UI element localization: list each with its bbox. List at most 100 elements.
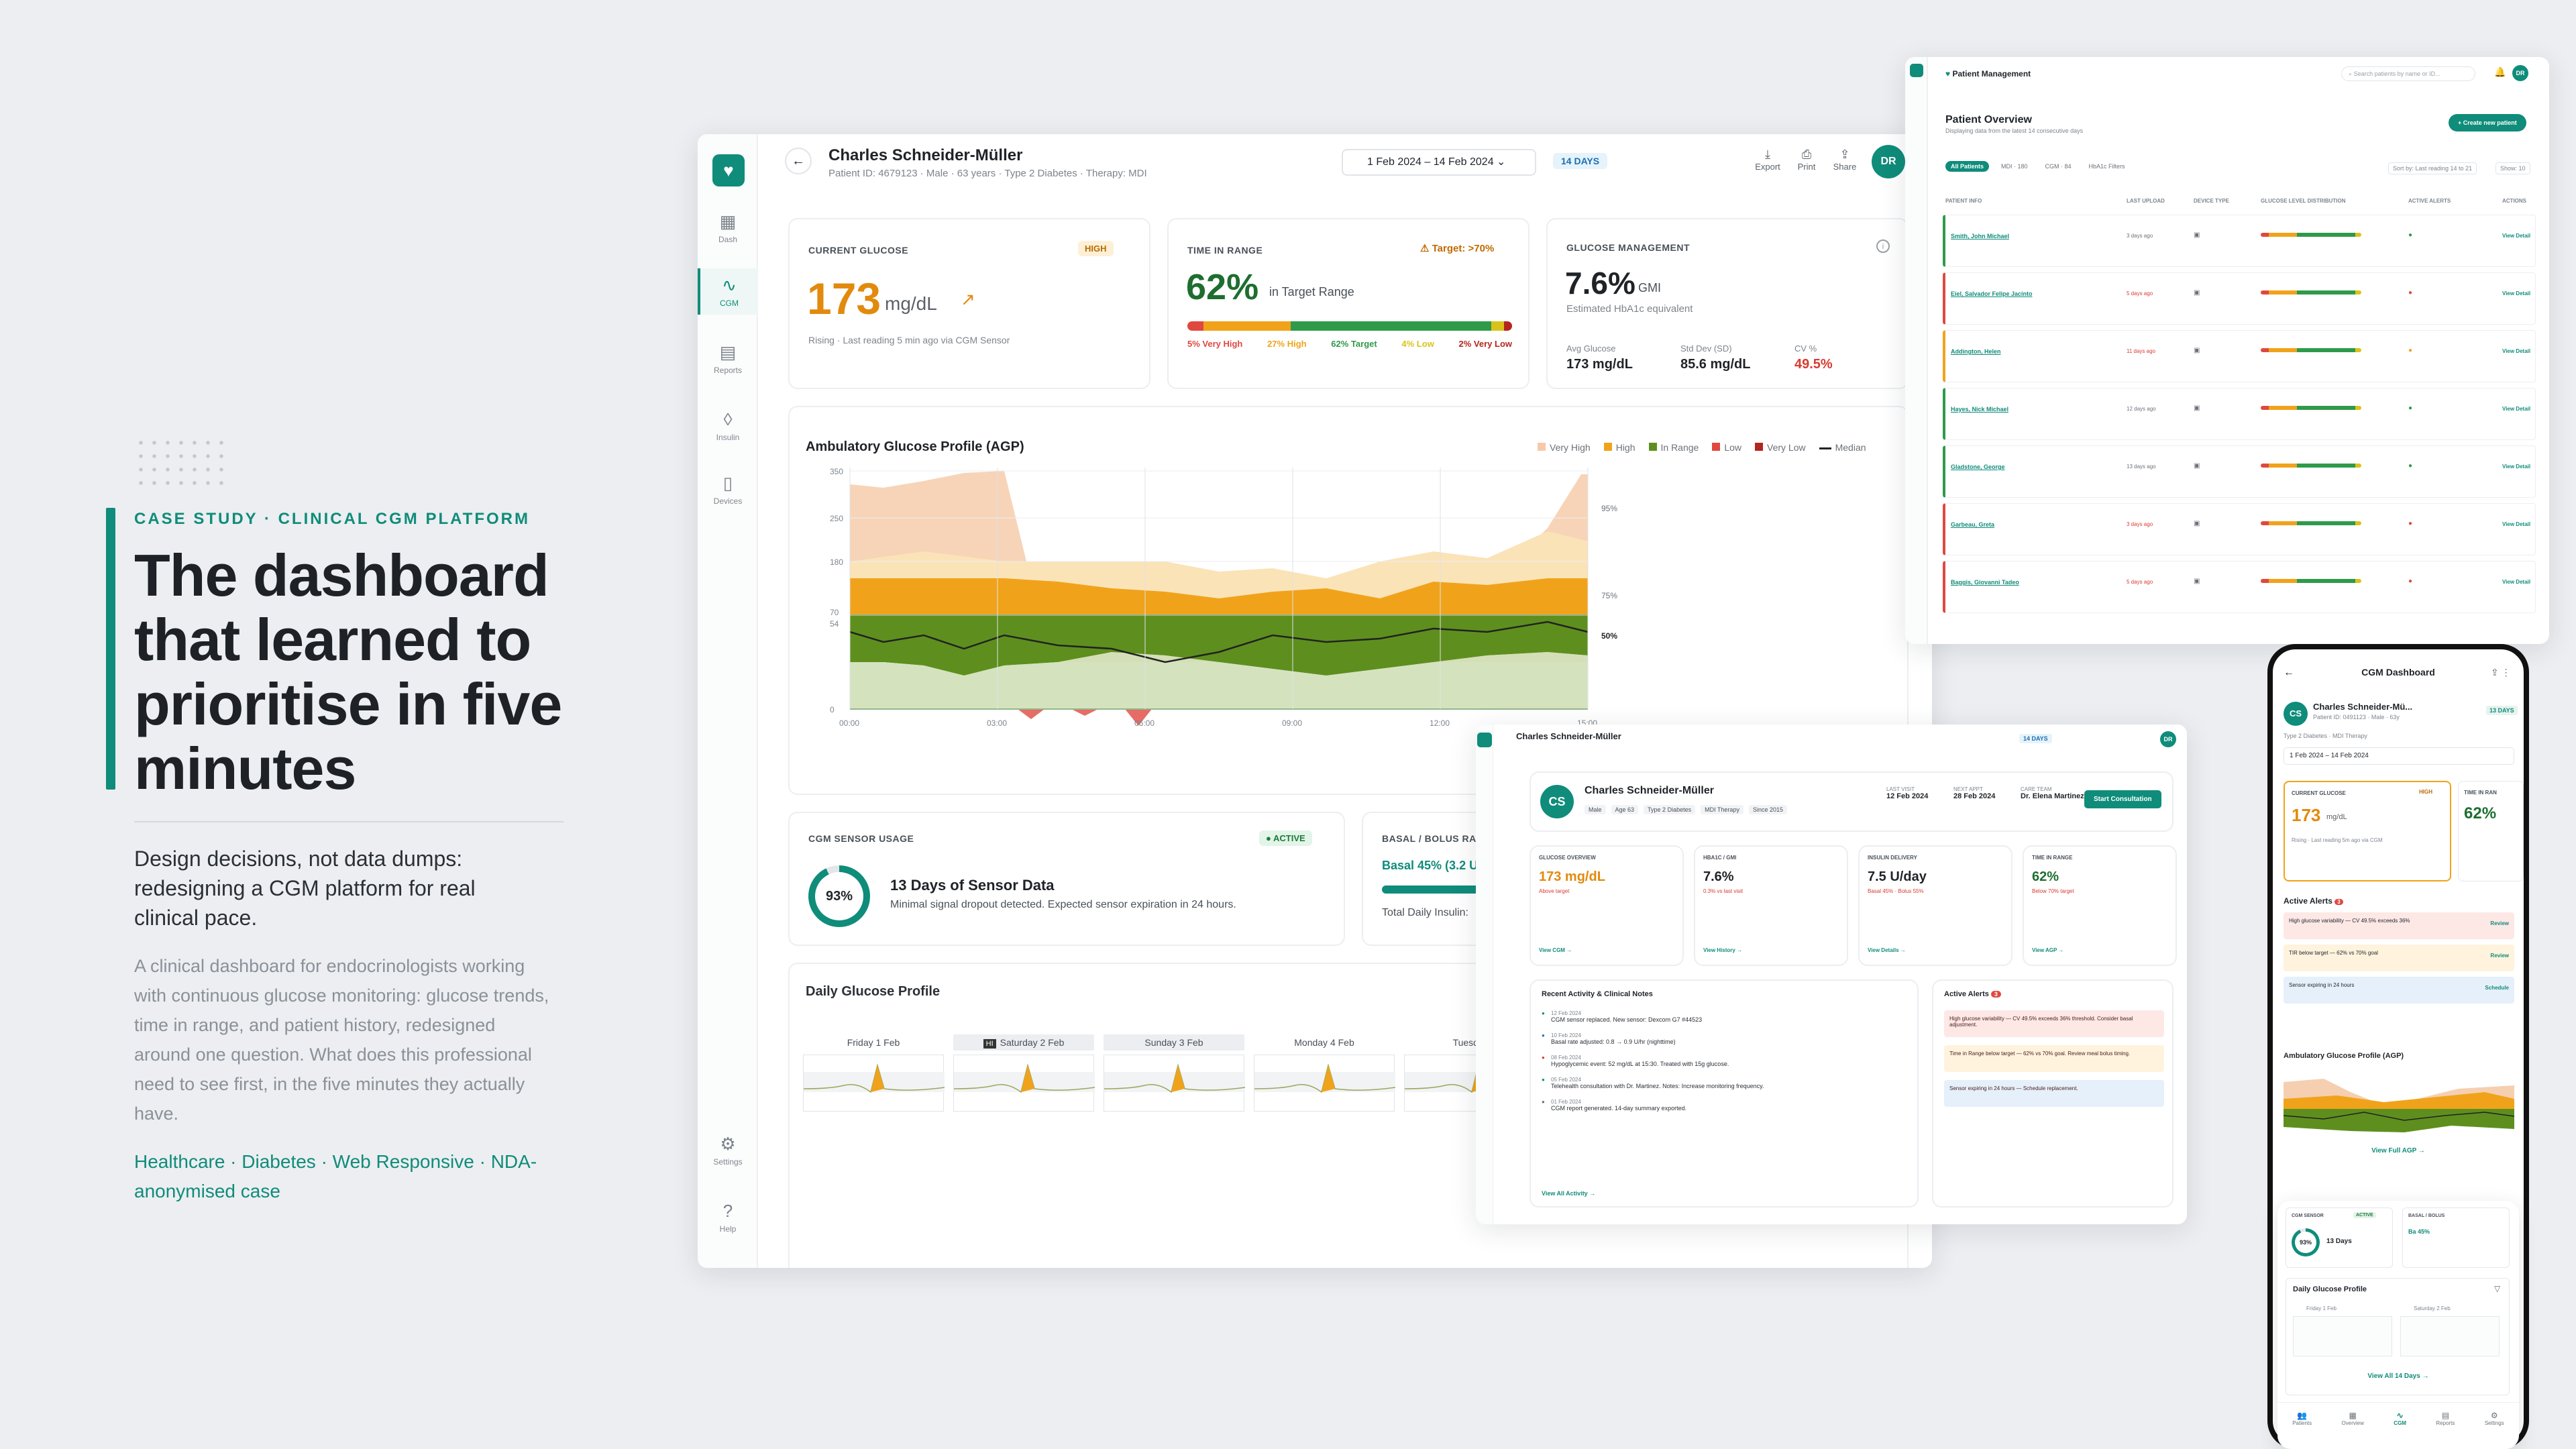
patient-name-link[interactable]: Eiel, Salvador Felipe Jacinto: [1951, 290, 2033, 297]
daily-column[interactable]: Monday 4 Feb: [1254, 1034, 1396, 1112]
mobile-alert-item[interactable]: High glucose variability — CV 49.5% exce…: [2284, 912, 2514, 939]
device-type-icon: ▣: [2194, 520, 2200, 527]
daily-column[interactable]: HI Saturday 2 Feb: [953, 1034, 1095, 1112]
tile-link[interactable]: View History →: [1703, 947, 1743, 953]
export-button[interactable]: ⤓ Export: [1751, 148, 1784, 172]
activity-date: 05 Feb 2024: [1551, 1077, 1581, 1083]
filter-chip[interactable]: CGM · 84: [2045, 163, 2072, 170]
filter-chip[interactable]: All Patients: [1945, 161, 1990, 172]
tir-segment: [1291, 321, 1491, 331]
info-icon[interactable]: i: [1876, 239, 1890, 253]
mobile-share-icon[interactable]: ⇪ ⋮: [2491, 667, 2511, 678]
table-row[interactable]: Addington, Helen 11 days ago ▣ ● View Detail: [1943, 330, 2536, 382]
mobile-alert-action[interactable]: Schedule: [2485, 985, 2509, 991]
gmi-caption: Estimated HbA1c equivalent: [1566, 303, 1693, 315]
sidebar-item-reports[interactable]: ▤ Reports: [698, 342, 758, 375]
mobile-alert-action[interactable]: Review: [2490, 953, 2509, 959]
gmi-value: 7.6%: [1565, 266, 1635, 301]
mobile-date-range[interactable]: 1 Feb 2024 – 14 Feb 2024: [2284, 747, 2514, 765]
tir-stacked-bar: [1187, 321, 1512, 331]
tir-segment: [1504, 321, 1512, 331]
view-detail-link[interactable]: View Detail: [2502, 290, 2531, 297]
heart-logo-icon[interactable]: ♥: [712, 154, 745, 186]
view-detail-link[interactable]: View Detail: [2502, 233, 2531, 239]
back-button[interactable]: ←: [785, 148, 812, 174]
table-row[interactable]: Hayes, Nick Michael 12 days ago ▣ ● View Det…: [1943, 388, 2536, 440]
view-all-activity-link[interactable]: View All Activity →: [1542, 1190, 1596, 1197]
tile-link[interactable]: View Details →: [1868, 947, 1906, 953]
mid-avatar[interactable]: DR: [2160, 731, 2176, 747]
mobile-basal-value: Ba 45%: [2408, 1228, 2430, 1235]
median-line: [849, 621, 1589, 663]
bell-icon[interactable]: 🔔: [2494, 66, 2506, 77]
sort-select[interactable]: Sort by: Last reading 14 to 21: [2388, 162, 2477, 174]
sidebar-item-cgm[interactable]: ∿ CGM: [698, 268, 758, 315]
print-button[interactable]: ⎙ Print: [1790, 148, 1823, 172]
patient-name-link[interactable]: Baggis, Giovanni Tadeo: [1951, 579, 2019, 586]
view-detail-link[interactable]: View Detail: [2502, 521, 2531, 527]
mobile-nav-item[interactable]: ∿ CGM: [2394, 1411, 2406, 1442]
pm-logo-icon[interactable]: [1910, 64, 1923, 77]
view-detail-link[interactable]: View Detail: [2502, 579, 2531, 585]
table-row[interactable]: Gladstone, George 13 days ago ▣ ● View Detai…: [1943, 445, 2536, 498]
mobile-alert-action[interactable]: Review: [2490, 920, 2509, 926]
mobile-days-badge: 13 DAYS: [2486, 706, 2518, 715]
sidebar-item-insulin[interactable]: ◊ Insulin: [698, 409, 758, 442]
pm-avatar[interactable]: DR: [2512, 65, 2528, 81]
mobile-nav-item[interactable]: ▤ Reports: [2436, 1411, 2455, 1442]
patient-name-link[interactable]: Addington, Helen: [1951, 348, 2001, 355]
alert-item[interactable]: Sensor expiring in 24 hours — Schedule r…: [1944, 1080, 2164, 1107]
patient-name-link[interactable]: Hayes, Nick Michael: [1951, 406, 2009, 413]
tile-link[interactable]: View AGP →: [2032, 947, 2064, 953]
pm-search-input[interactable]: ⌕ Search patients by name or ID...: [2341, 66, 2475, 81]
filter-chip[interactable]: MDI · 180: [2001, 163, 2028, 170]
last-upload: 11 days ago: [2127, 348, 2155, 354]
table-row[interactable]: Smith, John Michael 3 days ago ▣ ● View Deta…: [1943, 215, 2536, 267]
mobile-meta: Patient ID: 0491123 · Male · 63y: [2313, 714, 2400, 720]
mobile-alert-item[interactable]: Sensor expiring in 24 hours Schedule: [2284, 977, 2514, 1004]
sidebar-item-devices[interactable]: ▯ Devices: [698, 473, 758, 506]
mid-sidebar: [1476, 724, 1493, 1224]
mobile-nav-item[interactable]: 👥 Patients: [2292, 1411, 2312, 1442]
patient-name-link[interactable]: Gladstone, George: [1951, 464, 2005, 470]
mobile-view-all-days-link[interactable]: View All 14 Days →: [2367, 1373, 2429, 1380]
sidebar-item-settings[interactable]: ⚙ Settings: [698, 1134, 758, 1167]
mid-logo-icon[interactable]: [1477, 733, 1492, 747]
tile-link[interactable]: View CGM →: [1539, 947, 1572, 953]
daily-column[interactable]: Friday 1 Feb: [803, 1034, 945, 1112]
share-button[interactable]: ⇪ Share: [1828, 148, 1862, 172]
show-select[interactable]: Show: 10: [2496, 162, 2530, 174]
filter-icon[interactable]: ▽: [2494, 1284, 2501, 1293]
mobile-alert-item[interactable]: TIR below target — 62% vs 70% goal Review: [2284, 945, 2514, 971]
view-detail-link[interactable]: View Detail: [2502, 348, 2531, 354]
start-consultation-button[interactable]: Start Consultation: [2084, 790, 2161, 808]
overview-tile: TIME IN RANGE 62% Below 70% target View AGP…: [2023, 845, 2177, 966]
mobile-back-icon[interactable]: ←: [2284, 667, 2294, 678]
view-detail-link[interactable]: View Detail: [2502, 406, 2531, 412]
table-row[interactable]: Eiel, Salvador Felipe Jacinto 5 days ago ▣…: [1943, 272, 2536, 325]
sidebar-item-help[interactable]: ? Help: [698, 1201, 758, 1234]
alert-item[interactable]: High glucose variability — CV 49.5% exce…: [1944, 1010, 2164, 1037]
sidebar-item-dash[interactable]: ▦ Dash: [698, 211, 758, 244]
activity-list: ● 12 Feb 2024 CGM sensor replaced. New sen…: [1542, 1010, 1904, 1121]
table-row[interactable]: Garbeau, Greta 3 days ago ▣ ● View Detail: [1943, 503, 2536, 555]
patient-name-link[interactable]: Smith, John Michael: [1951, 233, 2010, 239]
last-upload: 5 days ago: [2127, 290, 2153, 297]
user-avatar[interactable]: DR: [1872, 145, 1905, 178]
date-range-picker[interactable]: 1 Feb 2024 – 14 Feb 2024 ⌄: [1342, 149, 1536, 176]
view-detail-link[interactable]: View Detail: [2502, 464, 2531, 470]
daily-column[interactable]: Sunday 3 Feb: [1104, 1034, 1246, 1112]
filter-chip[interactable]: HbA1c Filters: [2088, 163, 2125, 170]
mobile-nav-item[interactable]: ▦ Overview: [2342, 1411, 2364, 1442]
patient-name-link[interactable]: Garbeau, Greta: [1951, 521, 1995, 528]
alert-item[interactable]: Time in Range below target — 62% vs 70% …: [1944, 1045, 2164, 1072]
patient-chip: Since 2015: [1748, 805, 1787, 814]
table-row[interactable]: Baggis, Giovanni Tadeo 5 days ago ▣ ● View D…: [1943, 561, 2536, 613]
alert-dot-icon: ●: [2408, 231, 2413, 239]
distribution-segment: [2297, 464, 2355, 468]
create-patient-button[interactable]: + Create new patient: [2449, 114, 2526, 131]
card-label: BASAL / BOLUS RATIO: [1382, 833, 1493, 844]
overview-tile: GLUCOSE OVERVIEW 173 mg/dL Above target Vie…: [1529, 845, 1684, 966]
view-full-agp-link[interactable]: View Full AGP →: [2371, 1147, 2425, 1155]
mobile-nav-item[interactable]: ⚙ Settings: [2485, 1411, 2504, 1442]
